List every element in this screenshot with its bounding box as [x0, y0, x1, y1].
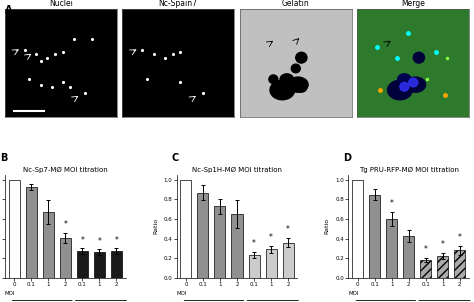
Bar — [420, 260, 431, 278]
Text: MOI: MOI — [176, 291, 187, 296]
Y-axis label: Ratio: Ratio — [153, 218, 158, 234]
Title: Tg PRU-RFP-MØ MOI titration: Tg PRU-RFP-MØ MOI titration — [359, 167, 459, 173]
Title: Nc-Spain7: Nc-Spain7 — [159, 0, 198, 8]
Bar — [60, 238, 71, 278]
Title: Nc-Sp7-MØ MOI titration: Nc-Sp7-MØ MOI titration — [23, 167, 108, 173]
Ellipse shape — [398, 74, 411, 85]
Text: *: * — [80, 236, 84, 245]
Ellipse shape — [280, 74, 293, 85]
Text: *: * — [97, 236, 101, 246]
Bar — [180, 180, 191, 278]
Circle shape — [296, 82, 307, 92]
Bar — [403, 236, 414, 278]
Bar — [352, 180, 363, 278]
Ellipse shape — [270, 80, 295, 100]
Text: *: * — [286, 225, 290, 234]
Y-axis label: Ratio: Ratio — [325, 218, 330, 234]
Bar — [214, 206, 226, 278]
Text: *: * — [269, 233, 273, 242]
Bar — [94, 252, 105, 278]
Bar — [369, 194, 380, 278]
Title: Merge: Merge — [401, 0, 425, 8]
Bar — [438, 256, 448, 278]
Bar — [231, 214, 243, 278]
Bar — [9, 180, 19, 278]
Text: C: C — [172, 153, 179, 163]
Text: D: D — [344, 153, 352, 163]
Text: MOI: MOI — [348, 291, 359, 296]
Text: *: * — [458, 233, 462, 242]
Text: MOI: MOI — [5, 291, 15, 296]
Circle shape — [409, 78, 418, 87]
Ellipse shape — [413, 52, 425, 63]
Ellipse shape — [296, 52, 307, 63]
Ellipse shape — [405, 77, 426, 92]
Bar — [111, 251, 122, 278]
Text: *: * — [64, 220, 67, 229]
Bar — [26, 187, 36, 278]
Bar — [197, 193, 209, 278]
Text: *: * — [252, 239, 256, 249]
Bar — [248, 255, 260, 278]
Bar — [386, 219, 397, 278]
Title: Nuclei: Nuclei — [49, 0, 73, 8]
Text: B: B — [0, 153, 8, 163]
Ellipse shape — [288, 77, 308, 92]
Bar — [455, 250, 465, 278]
Text: *: * — [441, 240, 445, 249]
Bar — [77, 251, 88, 278]
Text: *: * — [424, 245, 428, 254]
Ellipse shape — [388, 80, 412, 100]
Circle shape — [292, 64, 300, 73]
Circle shape — [400, 82, 409, 91]
Circle shape — [269, 75, 278, 84]
Text: *: * — [390, 199, 394, 208]
Text: A: A — [5, 5, 12, 14]
Bar — [43, 212, 54, 278]
Text: *: * — [114, 236, 118, 245]
Title: Gelatin: Gelatin — [282, 0, 310, 8]
Bar — [283, 243, 294, 278]
Bar — [265, 249, 277, 278]
Title: Nc-Sp1H-MØ MOI titration: Nc-Sp1H-MØ MOI titration — [192, 167, 282, 173]
